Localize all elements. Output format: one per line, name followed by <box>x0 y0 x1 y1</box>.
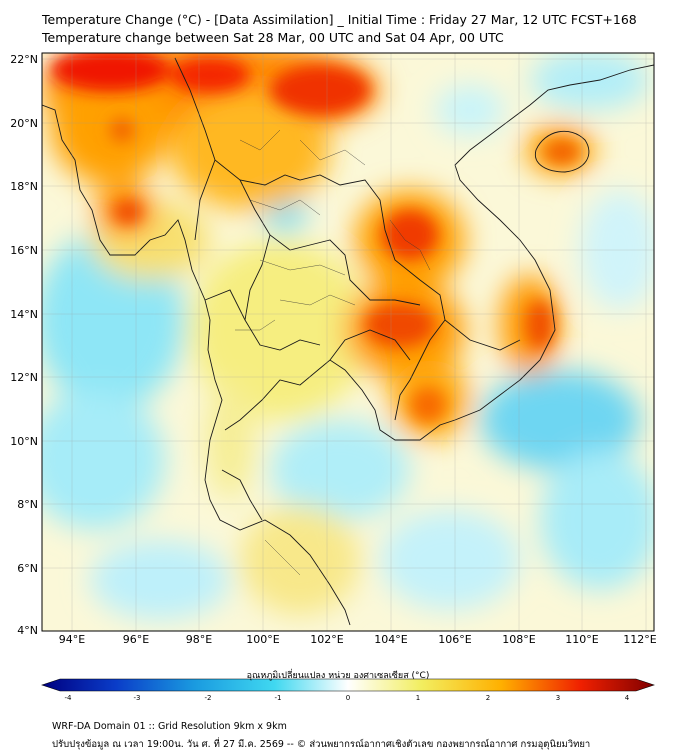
colorbar-label: อุณหภูมิเปลี่ยนแปลง หน่วย องศาเซลเซียส (… <box>246 671 430 681</box>
colorbar-tick-3: 3 <box>555 694 561 702</box>
lat-label-16: 16°N <box>10 244 38 257</box>
map-frame <box>41 52 655 632</box>
lon-label-98: 98°E <box>185 633 213 646</box>
province-borders <box>235 129 431 576</box>
lon-label-100: 100°E <box>246 633 280 646</box>
lat-label-18: 18°N <box>10 180 38 193</box>
map-title: Temperature Change (°C) - [Data Assimila… <box>42 12 637 27</box>
lon-label-110: 110°E <box>565 633 599 646</box>
colorbar-tick-1: 1 <box>415 694 421 702</box>
lat-label-6: 6°N <box>17 562 38 575</box>
graticule <box>42 53 654 631</box>
lat-label-8: 8°N <box>17 498 38 511</box>
colorbar-tick-neg4: -4 <box>64 694 72 702</box>
colorbar-tick-neg2: -2 <box>204 694 212 702</box>
lat-label-22: 22°N <box>10 53 38 66</box>
temperature-field <box>42 53 654 631</box>
lon-label-106: 106°E <box>438 633 472 646</box>
footer-update-info: ปรับปรุงข้อมูล ณ เวลา 19:00น. วัน ศ. ที่… <box>52 739 591 750</box>
colorbar-tick-neg3: -3 <box>133 694 141 702</box>
colorbar-tick-neg1: -1 <box>274 694 282 702</box>
lat-label-20: 20°N <box>10 117 38 130</box>
lon-label-96: 96°E <box>122 633 150 646</box>
colorbar <box>41 678 655 692</box>
lat-label-4: 4°N <box>17 624 38 637</box>
coastlines <box>42 57 654 626</box>
lon-label-102: 102°E <box>310 633 344 646</box>
map-subtitle: Temperature change between Sat 28 Mar, 0… <box>42 30 504 45</box>
colorbar-tick-2: 2 <box>485 694 491 702</box>
colorbar-tick-0: 0 <box>345 694 351 702</box>
footer-model-info: WRF-DA Domain 01 :: Grid Resolution 9km … <box>52 721 287 732</box>
colorbar-tick-4: 4 <box>624 694 630 702</box>
lon-label-112: 112°E <box>623 633 657 646</box>
lat-label-10: 10°N <box>10 435 38 448</box>
lon-label-94: 94°E <box>58 633 86 646</box>
lon-label-104: 104°E <box>374 633 408 646</box>
lon-label-108: 108°E <box>502 633 536 646</box>
lat-label-14: 14°N <box>10 308 38 321</box>
lat-label-12: 12°N <box>10 371 38 384</box>
